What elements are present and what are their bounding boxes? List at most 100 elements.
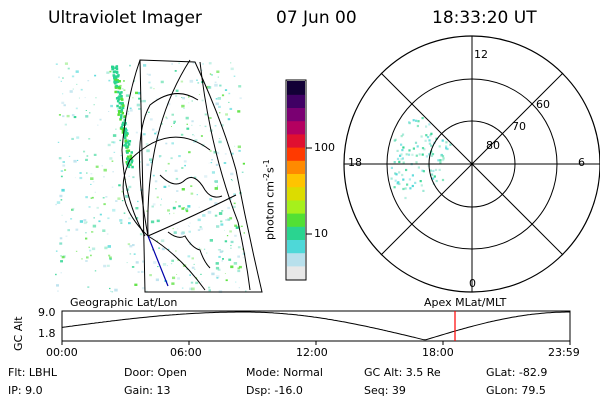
aurora-pixel: [400, 153, 403, 156]
aurora-pixel: [191, 257, 194, 260]
aurora-pixel: [208, 286, 211, 289]
aurora-pixel: [167, 209, 170, 212]
aurora-pixel: [135, 207, 139, 210]
aurora-pixel: [242, 257, 244, 259]
aurora-pixel: [188, 96, 190, 98]
aurora-pixel: [439, 159, 442, 162]
aurora-pixel: [230, 179, 233, 180]
aurora-pixel: [217, 268, 221, 271]
aurora-pixel: [133, 253, 136, 255]
aurora-pixel: [121, 106, 125, 110]
aurora-pixel: [198, 206, 200, 208]
aurora-pixel: [125, 134, 128, 137]
aurora-pixel: [85, 196, 88, 199]
aurora-pixel: [218, 138, 221, 140]
aurora-pixel: [106, 71, 110, 74]
aurora-pixel: [126, 145, 129, 148]
aurora-pixel: [148, 81, 151, 84]
aurora-pixel: [165, 142, 168, 145]
aurora-pixel: [65, 235, 68, 237]
aurora-pixel: [68, 155, 71, 157]
aurora-pixel: [180, 133, 184, 136]
aurora-pixel: [423, 148, 426, 151]
aurora-pixel: [137, 271, 140, 273]
aurora-pixel: [98, 220, 101, 223]
aurora-pixel: [400, 143, 403, 146]
aurora-pixel: [438, 145, 441, 148]
aurora-pixel: [217, 249, 220, 251]
aurora-pixel: [145, 143, 149, 146]
aurora-pixel: [224, 229, 225, 231]
aurora-pixel: [142, 260, 145, 263]
aurora-pixel: [120, 95, 123, 98]
aurora-pixel: [107, 217, 110, 220]
aurora-pixel: [130, 160, 133, 164]
aurora-pixel: [106, 233, 109, 235]
aurora-pixel: [171, 113, 174, 116]
aurora-pixel: [415, 154, 418, 157]
aurora-pixel: [111, 186, 114, 188]
aurora-pixel: [65, 220, 67, 223]
aurora-pixel: [204, 113, 208, 116]
geographic-image-panel: [55, 59, 263, 293]
aurora-pixel: [187, 255, 191, 258]
aurora-pixel: [224, 89, 228, 91]
aurora-pixel: [411, 184, 414, 188]
aurora-pixel: [160, 239, 165, 243]
aurora-pixel: [158, 155, 162, 157]
aurora-pixel: [231, 152, 234, 155]
aurora-pixel: [223, 162, 227, 164]
timeline-left-title: Geographic Lat/Lon: [70, 296, 178, 309]
aurora-pixel: [171, 282, 175, 285]
aurora-pixel: [124, 136, 127, 140]
aurora-pixel: [130, 159, 134, 162]
aurora-pixel: [149, 86, 153, 89]
aurora-pixel: [228, 92, 231, 95]
timeline-xtick-0600: 06:00: [170, 346, 202, 359]
aurora-pixel: [181, 287, 184, 289]
aurora-pixel: [128, 185, 132, 189]
colorbar-segment: [287, 213, 305, 227]
aurora-pixel: [62, 164, 66, 167]
aurora-pixel: [221, 210, 224, 212]
aurora-pixel: [194, 268, 196, 270]
aurora-pixel: [132, 244, 135, 247]
aurora-pixel: [241, 248, 244, 250]
aurora-pixel: [60, 255, 62, 257]
aurora-pixel: [75, 70, 79, 73]
mlt-label-12: 12: [474, 48, 488, 61]
aurora-pixel: [396, 149, 399, 152]
aurora-pixel: [103, 168, 107, 172]
aurora-pixel: [215, 266, 220, 270]
aurora-pixel: [137, 200, 139, 203]
aurora-pixel: [217, 97, 221, 100]
aurora-pixel: [187, 205, 191, 208]
aurora-pixel: [414, 181, 417, 184]
aurora-pixel: [394, 138, 397, 141]
aurora-pixel: [183, 108, 185, 109]
aurora-pixel: [120, 91, 123, 94]
aurora-pixel: [178, 62, 180, 64]
aurora-pixel: [192, 62, 195, 64]
aurora-pixel: [431, 153, 435, 156]
aurora-pixel: [135, 217, 139, 220]
aurora-pixel: [204, 125, 207, 128]
colorbar-segment: [287, 120, 305, 135]
colorbar-segment: [287, 160, 305, 174]
aurora-pixel: [176, 190, 179, 192]
aurora-pixel: [128, 163, 131, 166]
aurora-pixel: [204, 175, 208, 178]
aurora-pixel: [90, 173, 93, 175]
aurora-pixel: [435, 179, 438, 183]
aurora-pixel: [115, 65, 119, 68]
aurora-pixel: [150, 220, 155, 224]
aurora-pixel: [125, 139, 129, 142]
aurora-pixel: [417, 120, 420, 123]
aurora-pixel: [84, 97, 86, 99]
aurora-pixel: [149, 118, 153, 121]
aurora-pixel: [408, 178, 411, 181]
aurora-pixel: [69, 90, 73, 93]
aurora-pixel: [76, 136, 80, 139]
aurora-pixel: [115, 67, 119, 71]
aurora-pixel: [71, 209, 74, 211]
